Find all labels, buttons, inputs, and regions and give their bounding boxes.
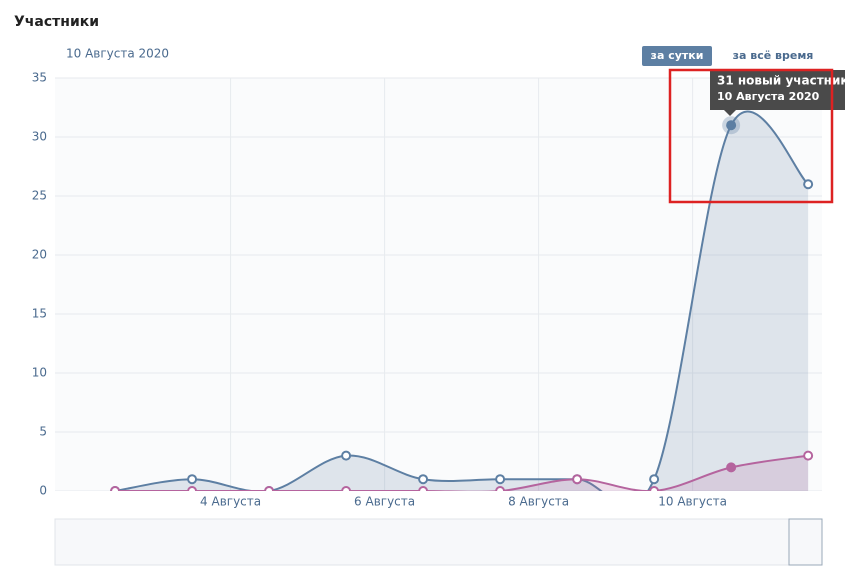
point [803, 450, 814, 461]
x-tick-label: 6 Августа [354, 495, 415, 509]
x-tick-label: 8 Августа [508, 495, 569, 509]
highlight-box [668, 68, 834, 204]
tooltip [710, 70, 845, 110]
y-tick-label: 25 [32, 189, 47, 203]
point [495, 474, 506, 485]
tooltip-arrow [724, 110, 736, 116]
y-tick-label: 0 [39, 484, 47, 498]
point [418, 474, 429, 485]
point [803, 179, 814, 190]
x-axis-band [55, 491, 822, 519]
tooltip-title: 31 новый участник [717, 74, 845, 88]
point [187, 474, 198, 485]
y-tick-label: 20 [32, 248, 47, 262]
point [341, 450, 352, 461]
area [115, 455, 809, 492]
navigator-window[interactable] [788, 518, 823, 566]
point [726, 462, 737, 473]
all-time-button[interactable]: за всё время [733, 49, 814, 62]
x-tick-label: 10 Августа [658, 495, 727, 509]
x-tick-label: 4 Августа [200, 495, 261, 509]
navigator[interactable] [54, 518, 823, 566]
tooltip-date: 10 Августа 2020 [717, 90, 820, 103]
day-button[interactable] [642, 46, 712, 66]
point [572, 474, 583, 485]
y-tick-label: 15 [32, 307, 47, 321]
y-tick-label: 30 [32, 130, 47, 144]
point [726, 120, 737, 131]
y-tick-label: 35 [32, 71, 47, 85]
title: Участники [14, 14, 99, 30]
y-tick-label: 10 [32, 366, 47, 380]
y-tick-label: 5 [39, 425, 47, 439]
current-date: 10 Августа 2020 [66, 47, 169, 61]
day-button-label[interactable]: за сутки [651, 49, 704, 62]
point [649, 474, 660, 485]
